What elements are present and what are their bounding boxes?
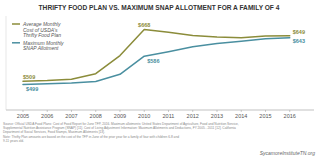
x-tick <box>289 110 290 112</box>
data-label: $643 <box>293 38 305 44</box>
x-tick-label: 2016 <box>284 113 296 119</box>
title: THRIFTY FOOD PLAN VS. MAXIMUM SNAP ALLOT… <box>39 4 280 11</box>
x-tick <box>22 110 23 112</box>
x-tick <box>119 110 120 112</box>
x-tick-label: 2011 <box>163 113 175 119</box>
data-label: $509 <box>23 74 35 80</box>
x-tick <box>95 110 96 112</box>
x-tick-label: 2008 <box>90 113 102 119</box>
legend: Average MonthlyCost of USDA'sThrifty Foo… <box>12 21 64 51</box>
x-tick-label: 2007 <box>65 113 77 119</box>
x-tick-label: 2005 <box>17 113 29 119</box>
x-tick-label: 2009 <box>114 113 126 119</box>
x-tick <box>168 110 169 112</box>
y-axis <box>6 16 7 110</box>
legend-swatch <box>12 42 20 44</box>
series-line <box>23 30 290 82</box>
x-tick <box>216 110 217 112</box>
data-label: $668 <box>138 22 150 28</box>
data-label: $499 <box>26 86 38 92</box>
x-tick-label: 2006 <box>41 113 53 119</box>
source-note: Source: Official USDA Food Plans: Cost o… <box>3 122 239 143</box>
series-line <box>23 38 290 85</box>
legend-swatch <box>12 23 20 25</box>
x-tick-label: 2012 <box>187 113 199 119</box>
legend-label: Average MonthlyCost of USDA'sThrifty Foo… <box>22 21 61 38</box>
x-tick <box>71 110 72 112</box>
data-label: $649 <box>293 29 305 35</box>
x-tick <box>192 110 193 112</box>
x-tick <box>144 110 145 112</box>
x-tick-label: 2015 <box>259 113 271 119</box>
x-tick-label: 2014 <box>235 113 247 119</box>
legend-label: Maximum MonthlySNAP Allotment <box>23 40 64 52</box>
x-tick <box>47 110 48 112</box>
watermark: SycamoreInstituteTN.org <box>260 150 316 156</box>
plot-area <box>23 30 290 85</box>
x-tick <box>241 110 242 112</box>
chart: THRIFTY FOOD PLAN VS. MAXIMUM SNAP ALLOT… <box>0 0 318 159</box>
x-tick <box>265 110 266 112</box>
x-axis <box>6 110 314 111</box>
x-tick-label: 2010 <box>138 113 150 119</box>
x-tick-label: 2013 <box>211 113 223 119</box>
data-label: $586 <box>147 58 159 64</box>
